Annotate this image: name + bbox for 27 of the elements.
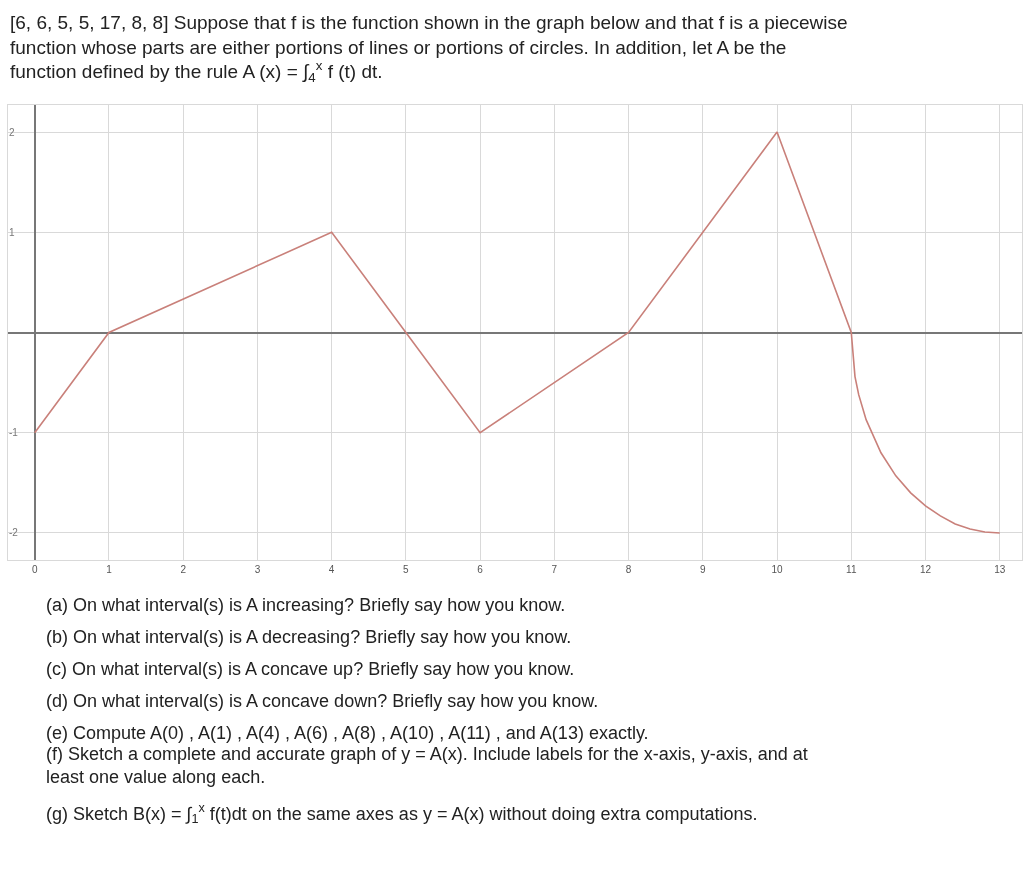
x-tick-label: 12 [919,564,932,575]
y-tick-label: 2 [9,126,15,138]
x-tick-label: 6 [477,564,484,575]
x-tick-label: 2 [180,564,187,575]
x-tick-label: 5 [403,564,410,575]
text: (a) On what interval(s) is A increasing? Briefly say how you know. [46,595,566,615]
text: (f) Sketch a complete and accurate graph of y = A(x). Include labels for the x-axis, y-axis, and at least one value along each. [46,744,808,788]
text: (c) On what interval(s) is A concave up? Briefly say how you know. [46,659,575,679]
y-tick-label: -2 [9,527,19,539]
x-tick-label: 13 [994,564,1006,575]
x-tick-label: 7 [551,564,558,575]
text: (g) Sketch B(x) = ∫$_{1}$$^{x}$ f(t)dt on the same axes as y = A(x) without doing extra computations. [46,801,758,827]
x-tick-label: 3 [254,564,261,575]
text: (d) On what interval(s) is A concave down? Briefly say how you know. [46,691,599,711]
x-tick-label: 11 [846,564,857,575]
chart-title: [6, 6, 5, 5, 17, 8, 8] Suppose that f is the function shown in the graph below and that f is a piecewise function whose parts are either portions of lines or portions of circles. In addition, let A be the function defined by the rule A (x) = ∫$_{4}$$^{x}$ f (t) dt. [10,12,848,86]
text: (b) On what interval(s) is A decreasing? Briefly say how you know. [46,627,572,647]
line-series [33,131,1001,534]
x-tick-label: 0 [31,564,38,575]
text: (e) Compute A(0) , A(1) , A(4) , A(6) , A(8) , A(10) , A(11) , and A(13) exactly. [46,723,649,743]
x-tick-label: 10 [771,564,784,575]
x-tick-label: 4 [328,564,335,575]
y-tick-label: -1 [9,427,19,439]
x-tick-label: 8 [625,564,632,575]
x-tick-label: 1 [106,564,113,575]
y-tick-label: 1 [9,226,15,238]
x-tick-label: 9 [700,564,707,575]
